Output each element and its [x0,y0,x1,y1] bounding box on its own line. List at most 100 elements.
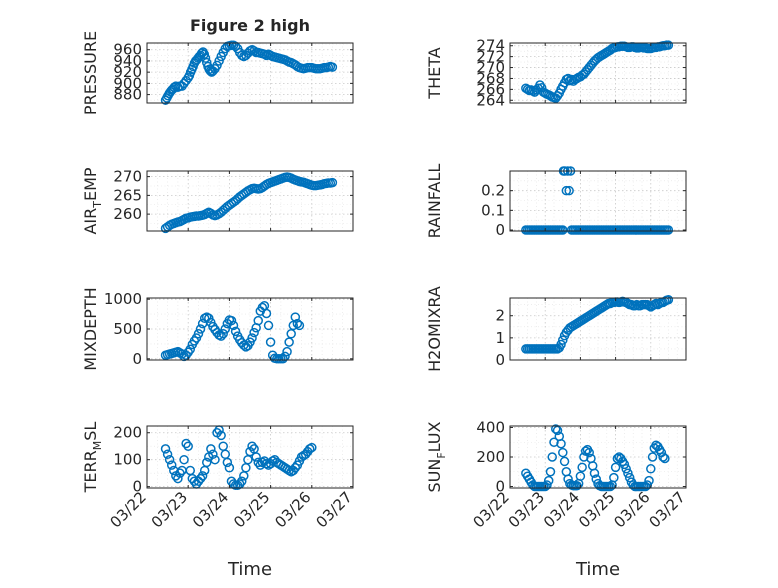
data-point [558,335,568,345]
data-point [605,481,616,492]
y-tick-label: 0 [495,221,505,239]
data-point [214,56,224,66]
data-point [290,463,301,473]
data-point [304,444,315,454]
data-point [545,467,556,477]
data-point [160,444,171,454]
data-point [551,424,561,434]
data-point [609,472,619,483]
data-point [286,329,296,339]
y-tick-label: 260 [113,205,142,223]
y-axis-label: AIRTEMP [81,167,104,234]
y-tick-label: 1000 [104,290,142,308]
data-point [278,354,288,364]
data-point [558,225,568,235]
y-tick-label: 200 [113,424,142,442]
y-tick-label: 960 [113,41,142,59]
y-tick-label: 0 [495,351,505,369]
panel-rainfall: 0 0.10.2 RAINFALL [425,164,687,239]
axes-box [509,42,687,104]
axes-box [509,170,687,232]
data-point [212,60,222,71]
data-point [230,326,241,337]
data-point [201,457,212,468]
data-point [561,185,572,196]
data-point [294,320,305,331]
y-axis-label: PRESSURE [81,31,100,115]
data-point [220,324,231,334]
data-point [179,454,189,465]
data-point [197,471,208,481]
data-point [658,452,668,462]
data-point [247,333,257,343]
y-tick-label: 900 [113,74,142,92]
data-point [284,337,294,347]
data-point [177,349,187,359]
y-axis-label: H2OMIXRA [425,286,444,372]
data-point [542,480,552,490]
y-tick-label: 0 [132,350,142,368]
data-point [584,447,594,458]
data-point [621,464,631,474]
data-point [200,53,211,63]
data-point [237,476,247,487]
y-tick-label: 880 [113,86,142,104]
y-tick-label: 266 [476,80,505,98]
data-point [251,452,261,462]
data-point [559,456,570,467]
y-tick-label: 265 [113,186,142,204]
data-point [589,468,600,478]
data-point [195,324,206,334]
axes-box [146,42,354,104]
data-point [224,463,235,473]
data-point [261,308,272,319]
y-axis-label: SUNFLUX [425,421,448,492]
data-point [216,331,226,341]
axes-box [509,297,687,361]
data-point [663,225,674,235]
data-point [195,473,206,484]
data-point [162,449,173,460]
data-point [206,444,216,454]
data-point [547,452,557,462]
axes-box [146,170,354,232]
y-axis-label: TERRMSL [81,422,104,494]
data-point [249,327,259,338]
figure-title: Figure 2 high [190,16,310,35]
y-tick-label: 268 [476,69,505,87]
data-point [647,452,658,462]
data-point [265,337,276,347]
series-markers [160,172,338,234]
data-point [183,441,193,451]
data-point [175,468,185,478]
data-point [543,475,554,486]
data-point [247,441,257,451]
data-point [173,473,183,484]
series-markers [160,301,305,364]
y-tick-label: 0 [495,478,505,496]
data-point [624,472,635,483]
y-tick-label: 0.2 [481,182,505,200]
data-point [185,344,196,355]
y-tick-label: 940 [113,52,142,70]
data-point [210,454,220,465]
data-point [208,449,218,460]
data-point [253,315,263,326]
y-tick-label: 2 [495,307,505,325]
data-point [181,438,191,449]
data-point [222,457,233,468]
data-point [663,295,674,305]
y-tick-label: 270 [476,59,505,77]
data-point [663,40,674,50]
data-point [199,49,210,59]
y-tick-label: 274 [476,37,505,55]
y-tick-label: 200 [476,448,505,466]
panel-h2omixra: 0 1 2 H2OMIXRA [425,286,687,372]
y-tick-label: 0.1 [481,201,505,219]
y-tick-label: 920 [113,63,142,81]
data-point [644,475,654,486]
